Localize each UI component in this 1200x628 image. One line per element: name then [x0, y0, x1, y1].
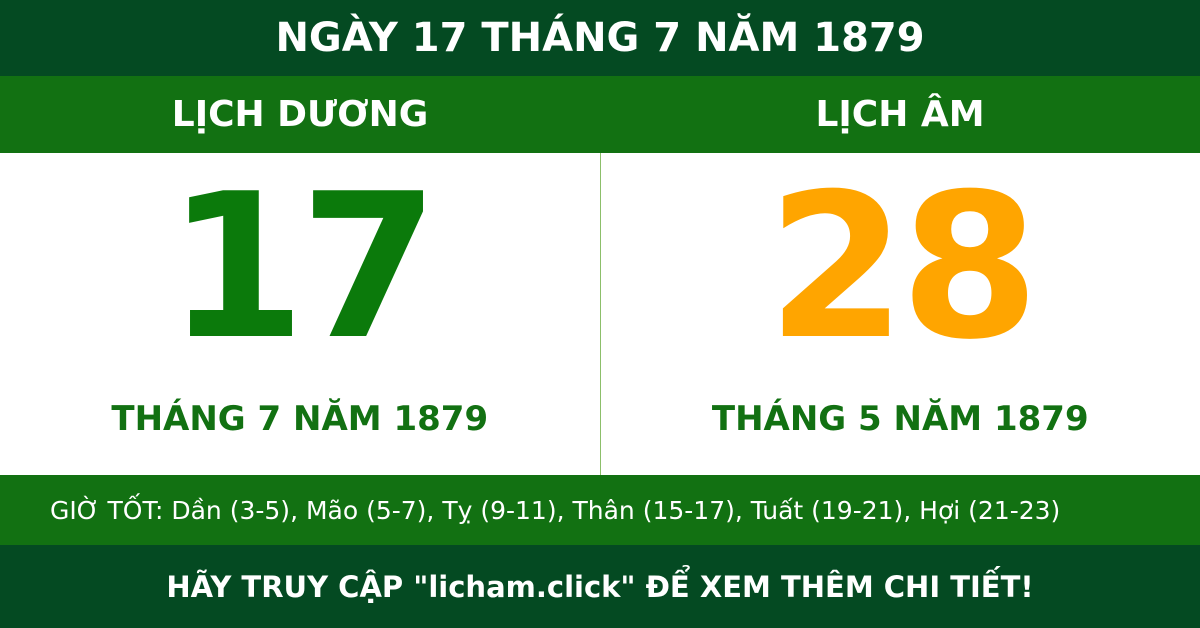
- solar-column: 17 THÁNG 7 NĂM 1879: [0, 153, 600, 475]
- title: NGÀY 17 THÁNG 7 NĂM 1879: [0, 0, 1200, 76]
- headings: LỊCH DƯƠNG LỊCH ÂM: [0, 76, 1200, 153]
- good-hours: GIỜ TỐT: Dần (3-5), Mão (5-7), Tỵ (9-11)…: [0, 475, 1200, 545]
- lunar-column: 28 THÁNG 5 NĂM 1879: [599, 151, 1200, 475]
- calendar-body: 17 THÁNG 7 NĂM 1879 28 THÁNG 5 NĂM 1879: [0, 153, 1200, 475]
- lunar-day: 28: [767, 151, 1039, 384]
- footer: HÃY TRUY CẬP "licham.click" ĐỂ XEM THÊM …: [0, 545, 1200, 628]
- solar-month-year: THÁNG 7 NĂM 1879: [111, 399, 489, 439]
- lunar-month-year: THÁNG 5 NĂM 1879: [711, 399, 1089, 439]
- lunar-heading: LỊCH ÂM: [815, 94, 985, 135]
- solar-day: 17: [166, 151, 439, 384]
- solar-heading: LỊCH DƯƠNG: [171, 94, 429, 135]
